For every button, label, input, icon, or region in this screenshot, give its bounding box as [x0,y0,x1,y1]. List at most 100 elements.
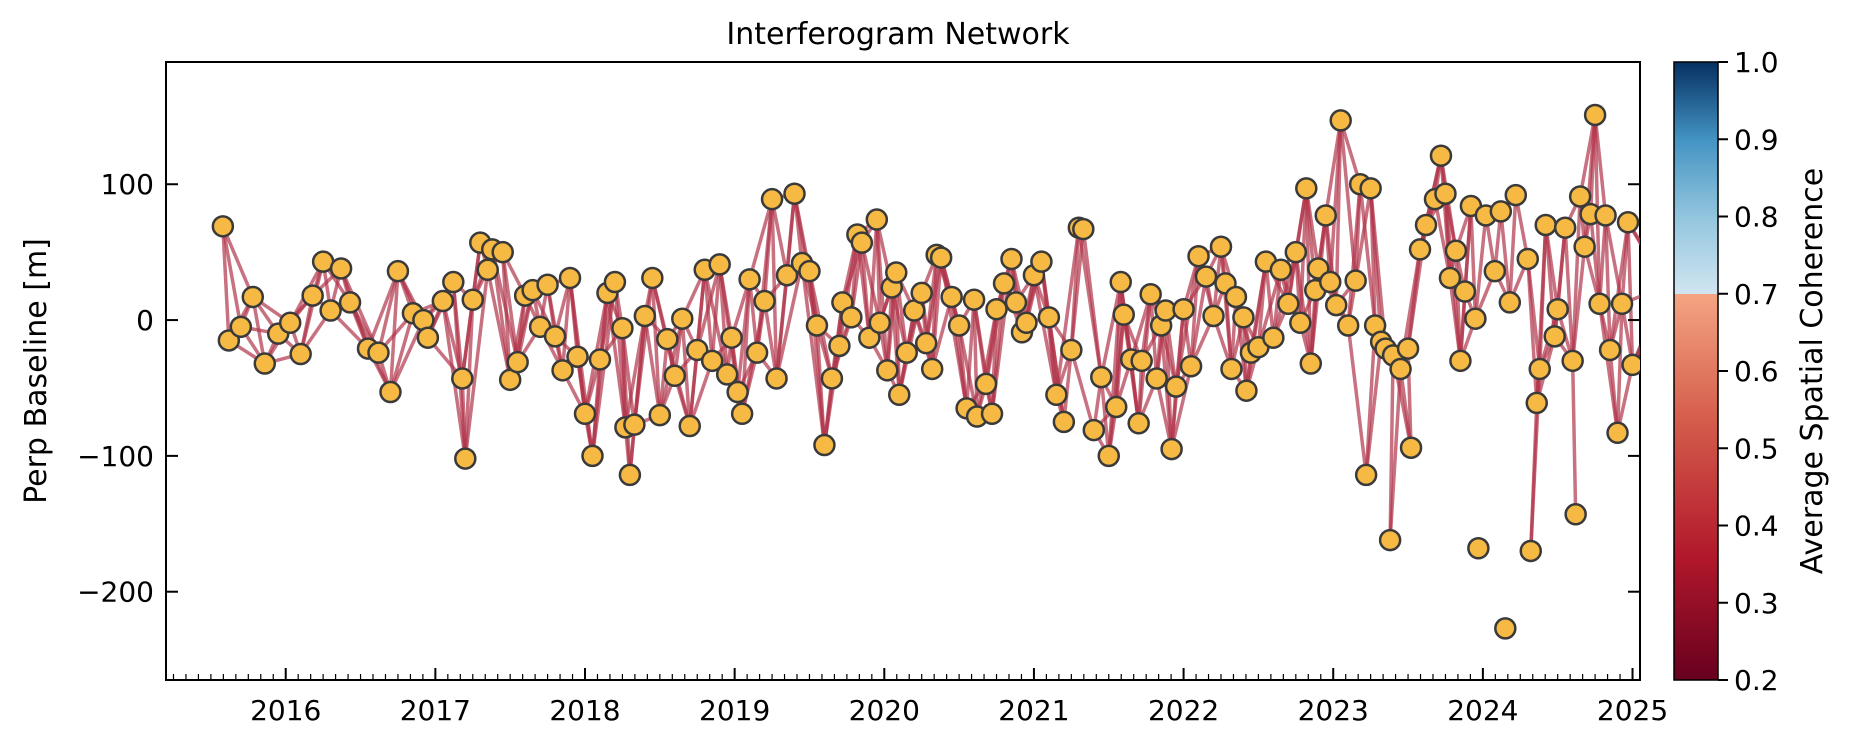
acquisition-point [1546,297,1569,321]
acquisition-point [685,338,709,362]
acquisition-point [1616,211,1640,234]
y-tick-label: 100 [101,168,154,201]
acquisition-point [1318,270,1342,294]
acquisition-point [929,246,953,269]
network-edge [785,193,797,276]
acquisition-point [798,259,821,283]
acquisition-point [865,208,889,231]
network-edge [774,262,804,379]
network-edge [620,327,637,425]
acquisition-point [1289,311,1312,335]
network-edge [1189,276,1208,367]
colorbar-tick-label: 0.7 [1734,278,1779,311]
acquisition-point [338,291,362,314]
colorbar: 1.0 0.9 0.8 0.7 0.6 0.5 0.4 0.3 0.2 Average Spat… [1673,46,1830,697]
acquisition-point [1104,395,1128,419]
acquisition-point [1072,217,1095,241]
acquisition-point [992,272,1016,295]
acquisition-point [700,349,724,373]
acquisition-point [1444,239,1468,263]
acquisition-point [1483,259,1507,283]
x-tick-label: 2018 [549,694,620,727]
acquisition-point [1314,204,1337,227]
acquisition-point [840,306,863,329]
network-edge [1264,261,1276,338]
acquisition-point [1453,280,1477,303]
network-edge [688,360,714,427]
acquisition-point [1109,270,1132,294]
colorbar-tick-label: 0.6 [1734,355,1779,388]
acquisition-point [914,331,938,355]
acquisition-point [1389,357,1412,381]
acquisition-point [1004,291,1028,314]
acquisition-point [985,297,1008,321]
acquisition-point [1224,285,1248,309]
acquisition-point [656,327,679,351]
acquisition-point [1573,235,1596,258]
acquisition-point [760,187,784,211]
acquisition-point [319,299,342,322]
acquisition-point [1598,338,1622,362]
acquisition-point [858,326,881,349]
network-edge [770,198,789,276]
acquisition-point [1344,269,1367,292]
acquisition-point [730,402,754,426]
acquisition-point [1172,297,1195,321]
acquisition-point [820,367,844,390]
acquisition-point [708,253,731,276]
acquisition-point [663,364,687,388]
acquisition-point [850,231,874,254]
acquisition-point [1519,539,1543,563]
x-tick-label: 2022 [1148,694,1219,727]
y-axis: 100 0 −100 −200 [77,168,1640,609]
acquisition-point [1543,325,1566,348]
acquisition-point [1145,367,1168,390]
acquisition-point [1130,349,1153,373]
acquisition-point [895,341,918,364]
network-edge [1114,314,1126,408]
acquisition-point [1553,216,1577,239]
x-tick-label: 2023 [1298,694,1369,727]
acquisition-point [1232,306,1255,329]
acquisition-point [1494,617,1517,640]
acquisition-point [1127,412,1150,435]
network-edge [1069,349,1096,431]
y-tick-label: 0 [136,304,154,337]
chart-title: Interferogram Network [726,17,1070,52]
acquisition-point [1516,247,1540,271]
y-tick-label: −100 [77,440,154,473]
acquisition-point [1295,177,1318,200]
acquisition-point [980,402,1004,426]
network-edge [221,226,231,341]
x-tick-label: 2019 [699,694,770,727]
acquisition-point [1097,444,1121,468]
network-edge [1229,296,1238,370]
acquisition-point [1329,109,1352,132]
acquisition-point [1378,528,1402,552]
network-edge [702,269,714,361]
acquisition-point [805,314,829,337]
network-edge [770,199,779,379]
x-axis: 2016 2017 2018 2019 2020 2021 2022 2023 2024 2025 [172,668,1668,727]
acquisition-point [551,359,574,382]
acquisition-point [1160,437,1183,461]
network-edge [680,318,692,427]
network-edge [1304,188,1313,364]
network-edge [875,219,890,371]
acquisition-point [1112,303,1135,326]
acquisition-point [775,263,799,287]
acquisition-point [1464,307,1487,330]
acquisition-point [868,311,892,335]
network-edge [1665,286,1674,306]
network-edge [388,271,400,393]
acquisition-point [536,273,559,297]
network-edge [1630,345,1640,366]
acquisition-point [329,257,353,280]
y-axis-label: Perp Baseline [m] [19,238,54,504]
x-tick-label: 2017 [400,694,471,727]
acquisition-point [611,316,634,340]
network-edge [1353,184,1362,281]
acquisition-point [1354,463,1378,487]
colorbar-gradient [1673,61,1719,681]
